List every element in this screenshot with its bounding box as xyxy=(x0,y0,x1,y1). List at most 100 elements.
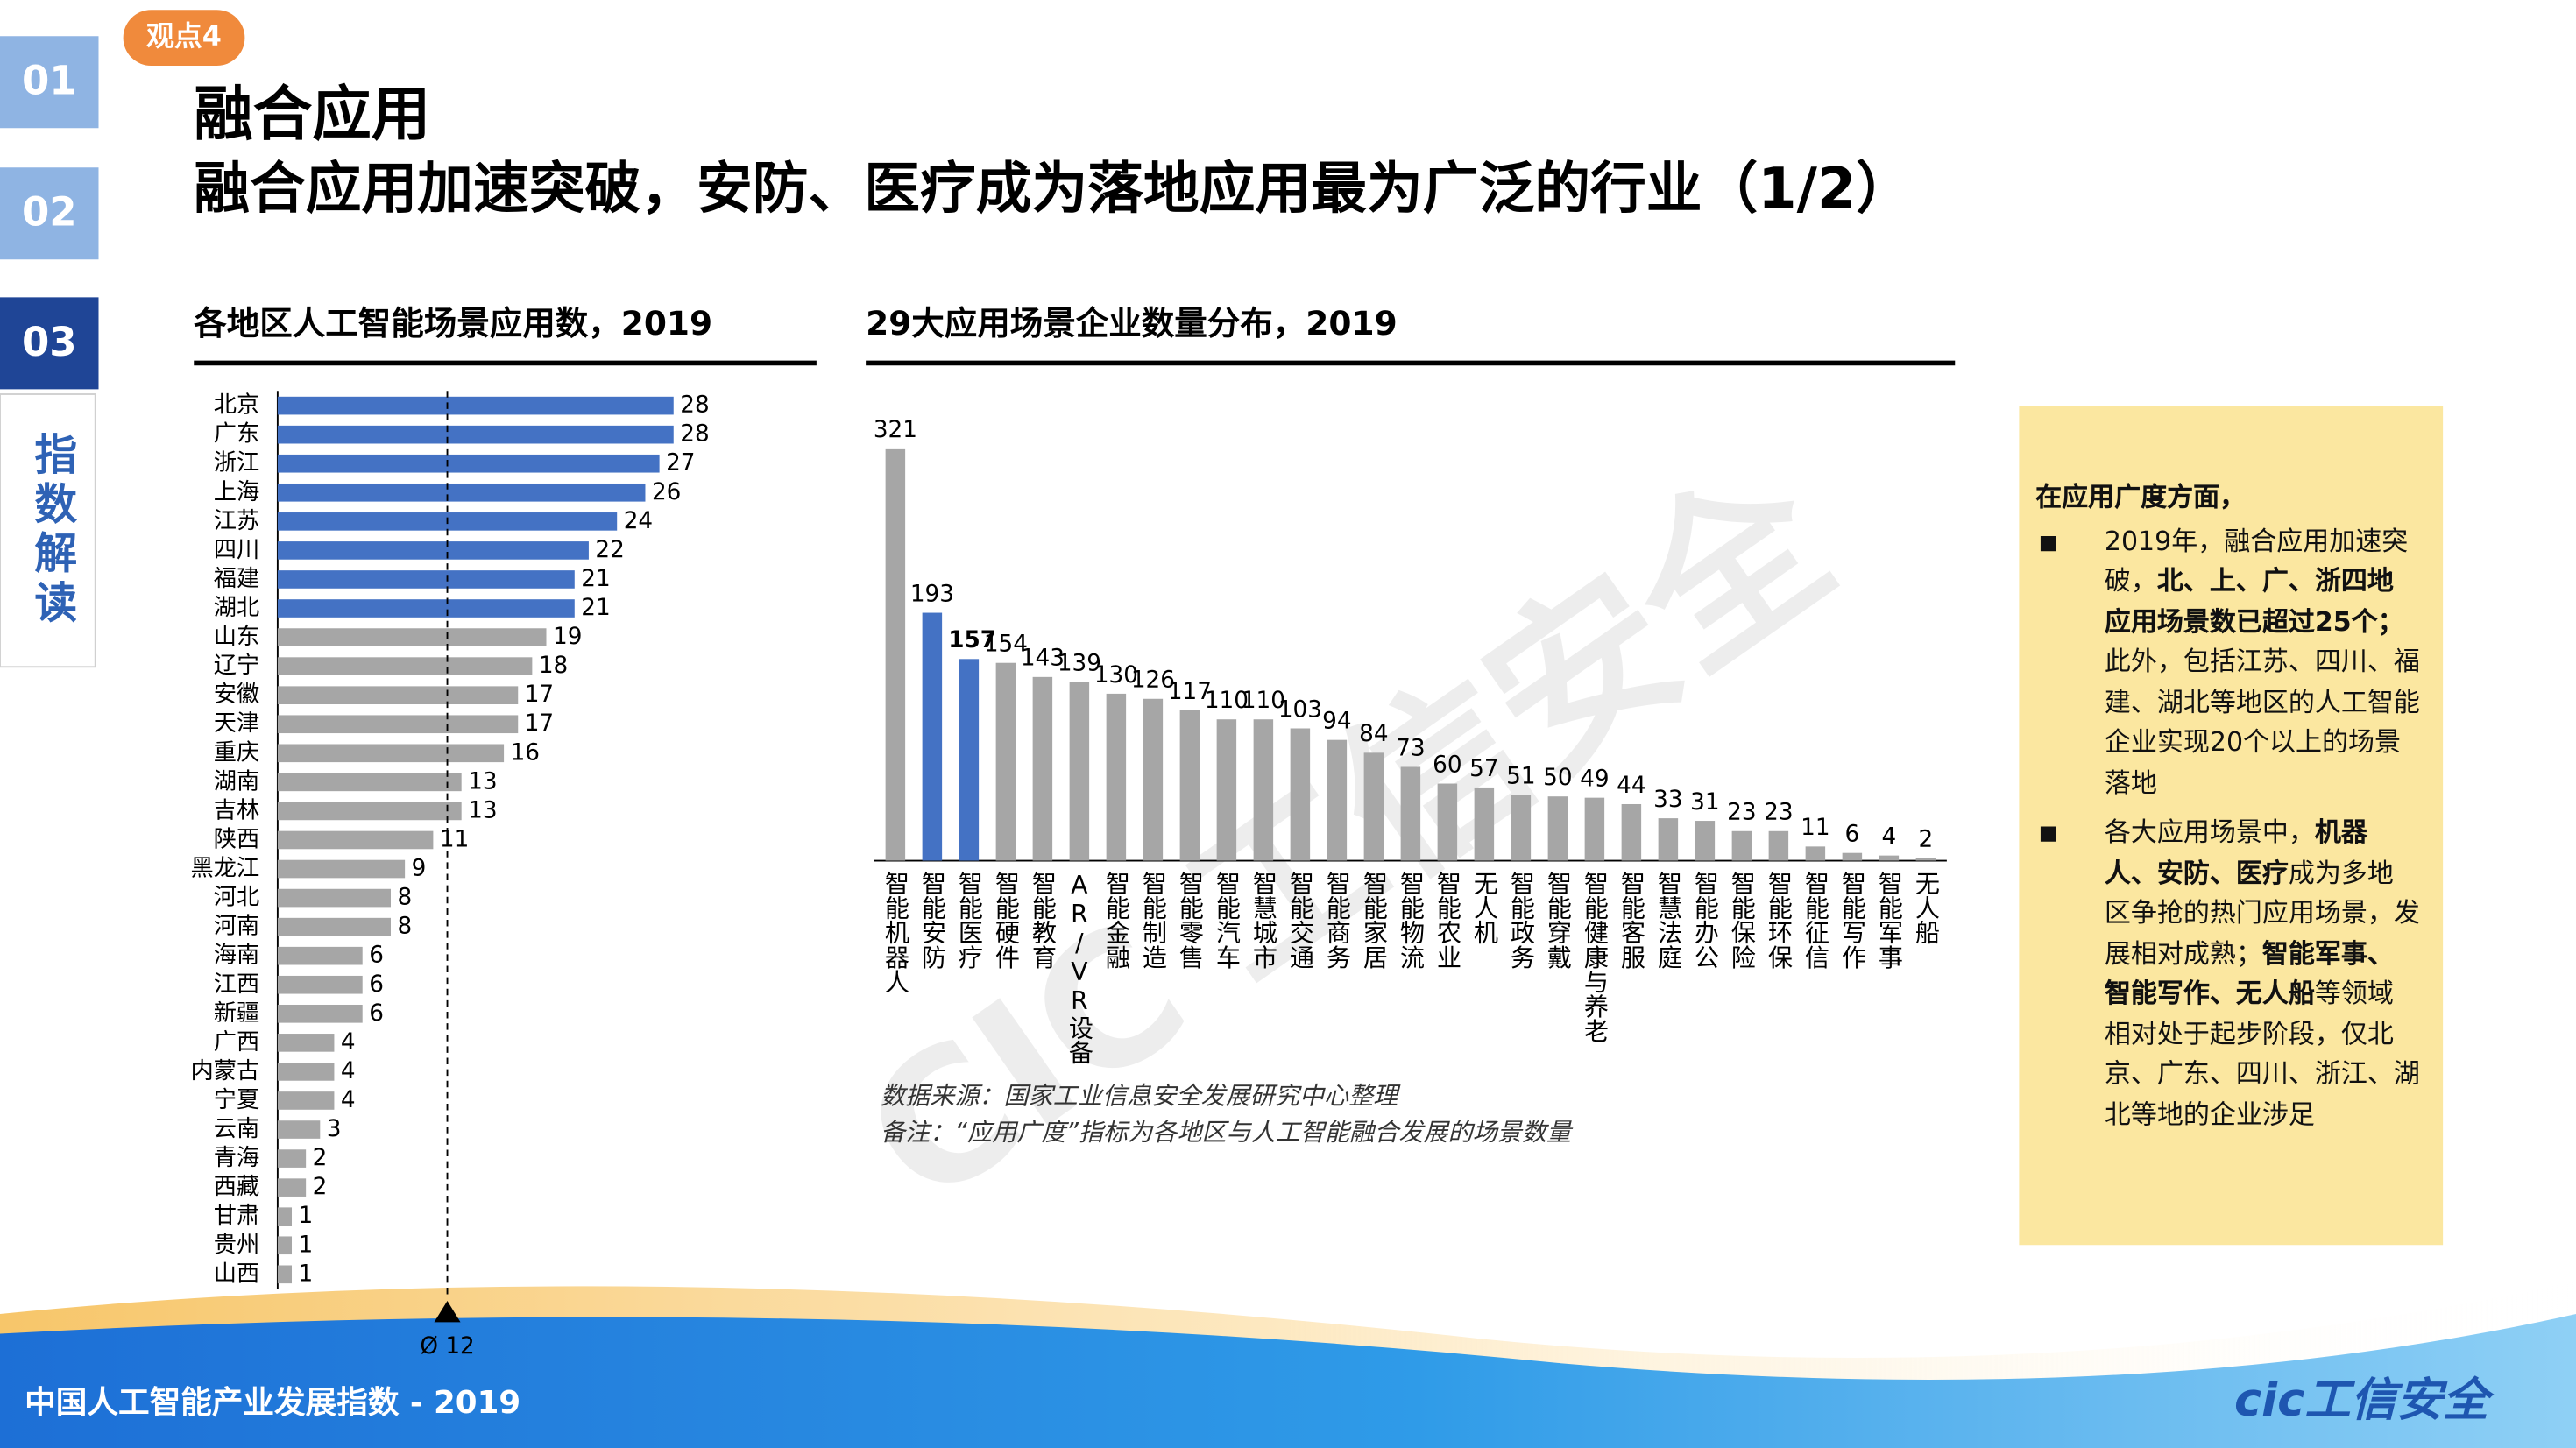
value-label: 4 xyxy=(341,1029,356,1056)
category-label: 智能军事 xyxy=(1874,870,1903,969)
nav-section: 指数解读 xyxy=(27,432,76,629)
value-label: 28 xyxy=(680,421,709,448)
bar xyxy=(1915,858,1936,861)
insight-text: 此外，包括江苏、四川、福建、湖北等地区的人工智能企业实现20个以上的场景落地 xyxy=(2104,645,2420,798)
bar xyxy=(922,612,943,861)
bar xyxy=(1768,830,1789,861)
category-label: 智能制造 xyxy=(1138,870,1167,969)
value-label: 4 xyxy=(341,1058,356,1084)
category-label: 智能商务 xyxy=(1322,870,1351,969)
value-label: 49 xyxy=(1580,766,1609,793)
badge: 观点4 xyxy=(146,19,222,53)
bar xyxy=(1658,818,1679,861)
value-label: 84 xyxy=(1359,721,1388,747)
value-label: 117 xyxy=(1168,679,1212,705)
bar xyxy=(1731,830,1752,861)
category-label: 智能汽车 xyxy=(1212,870,1241,969)
category-label: 智能保险 xyxy=(1727,870,1756,969)
bar xyxy=(277,1034,335,1052)
value-label: 2 xyxy=(313,1174,328,1200)
category-label: 吉林 xyxy=(214,797,260,823)
category-label: 山东 xyxy=(214,624,260,650)
category-label: 贵州 xyxy=(214,1232,260,1258)
value-label: 16 xyxy=(511,739,540,766)
insight-heading: 在应用广度方面， xyxy=(2035,481,2247,512)
nav-label: 01 xyxy=(22,58,77,104)
value-label: 103 xyxy=(1278,696,1322,723)
category-label: 智能政务 xyxy=(1506,870,1535,969)
bar xyxy=(277,1236,293,1255)
category-label: 智能穿戴 xyxy=(1543,870,1572,969)
bar xyxy=(277,425,674,444)
category-label: 智能医疗 xyxy=(954,870,983,969)
value-label: 110 xyxy=(1242,688,1285,714)
bar xyxy=(1032,676,1053,861)
value-label: 193 xyxy=(910,581,954,607)
value-label: 6 xyxy=(369,1000,384,1027)
category-label: 智能征信 xyxy=(1801,870,1829,969)
bar xyxy=(277,744,505,763)
bar xyxy=(1400,766,1421,861)
category-label: 浙江 xyxy=(214,450,260,477)
category-label: 智能写作 xyxy=(1837,870,1866,969)
bar xyxy=(1327,739,1348,861)
category-label: 四川 xyxy=(214,537,260,563)
value-label: 28 xyxy=(680,392,709,419)
value-label: 130 xyxy=(1094,662,1138,689)
insight-box: 在应用广度方面， 2019年，融合应用加速突破，北、上、广、浙四地应用场景数已超… xyxy=(2019,406,2444,1246)
category-label: AR/VR设备 xyxy=(1065,871,1093,1064)
note: 数据来源：国家工业信息安全发展研究中心整理 xyxy=(881,1082,1401,1111)
value-label: 57 xyxy=(1469,756,1498,782)
insight-bullet: 各大应用场景中，机器人、安防、医疗成为多地区争抢的热门应用场景，发展相对成熟；智… xyxy=(2035,813,2420,1135)
category-label: 无人机 xyxy=(1469,871,1498,944)
bar xyxy=(277,599,575,618)
bar xyxy=(277,802,462,821)
category-label: 广西 xyxy=(214,1029,260,1056)
value-label: 11 xyxy=(1801,815,1829,841)
category-label: 智能健康与养老 xyxy=(1580,870,1609,1042)
bar xyxy=(277,1178,307,1197)
value-label: 139 xyxy=(1058,651,1101,677)
bar xyxy=(277,628,547,646)
bar xyxy=(277,715,519,734)
category-label: 智能机器人 xyxy=(881,870,909,993)
value-label: 44 xyxy=(1617,773,1645,799)
bar xyxy=(1290,728,1311,861)
bar xyxy=(277,396,674,415)
badge-bg xyxy=(123,10,245,66)
insight-text: 各大应用场景中， xyxy=(2104,816,2315,848)
value-label: 8 xyxy=(397,885,412,911)
category-label: 重庆 xyxy=(214,739,260,766)
bar xyxy=(959,659,980,861)
bar xyxy=(1143,698,1164,861)
category-label: 陕西 xyxy=(214,826,260,852)
logo: cic工信安全 xyxy=(2234,1374,2495,1427)
category-label: 智能零售 xyxy=(1175,870,1204,969)
bar xyxy=(277,570,575,589)
title: 融合应用 xyxy=(194,80,430,149)
value-label: 110 xyxy=(1205,688,1249,714)
bar xyxy=(277,917,391,936)
value-label: 60 xyxy=(1433,752,1461,778)
value-label: 51 xyxy=(1506,764,1535,790)
bar xyxy=(1179,710,1200,861)
bar xyxy=(995,662,1016,861)
value-label: 8 xyxy=(397,914,412,940)
bar xyxy=(1584,797,1605,861)
bar xyxy=(277,975,363,994)
category-label: 安徽 xyxy=(214,682,260,708)
value-label: 18 xyxy=(539,653,568,679)
value-label: 33 xyxy=(1653,787,1682,813)
value-label: 24 xyxy=(624,508,653,534)
bar xyxy=(277,1091,335,1110)
footer-text: 中国人工智能产业发展指数 - 2019 xyxy=(25,1385,520,1421)
bar xyxy=(277,454,660,473)
value-label: 6 xyxy=(369,943,384,969)
insight-bullet: 2019年，融合应用加速突破，北、上、广、浙四地应用场景数已超过25个； 此外，包… xyxy=(2035,521,2420,803)
category-label: 天津 xyxy=(214,710,260,737)
bar xyxy=(277,541,589,560)
category-label: 智能客服 xyxy=(1617,870,1645,969)
bar xyxy=(1363,752,1384,861)
value-label: 23 xyxy=(1727,800,1756,826)
